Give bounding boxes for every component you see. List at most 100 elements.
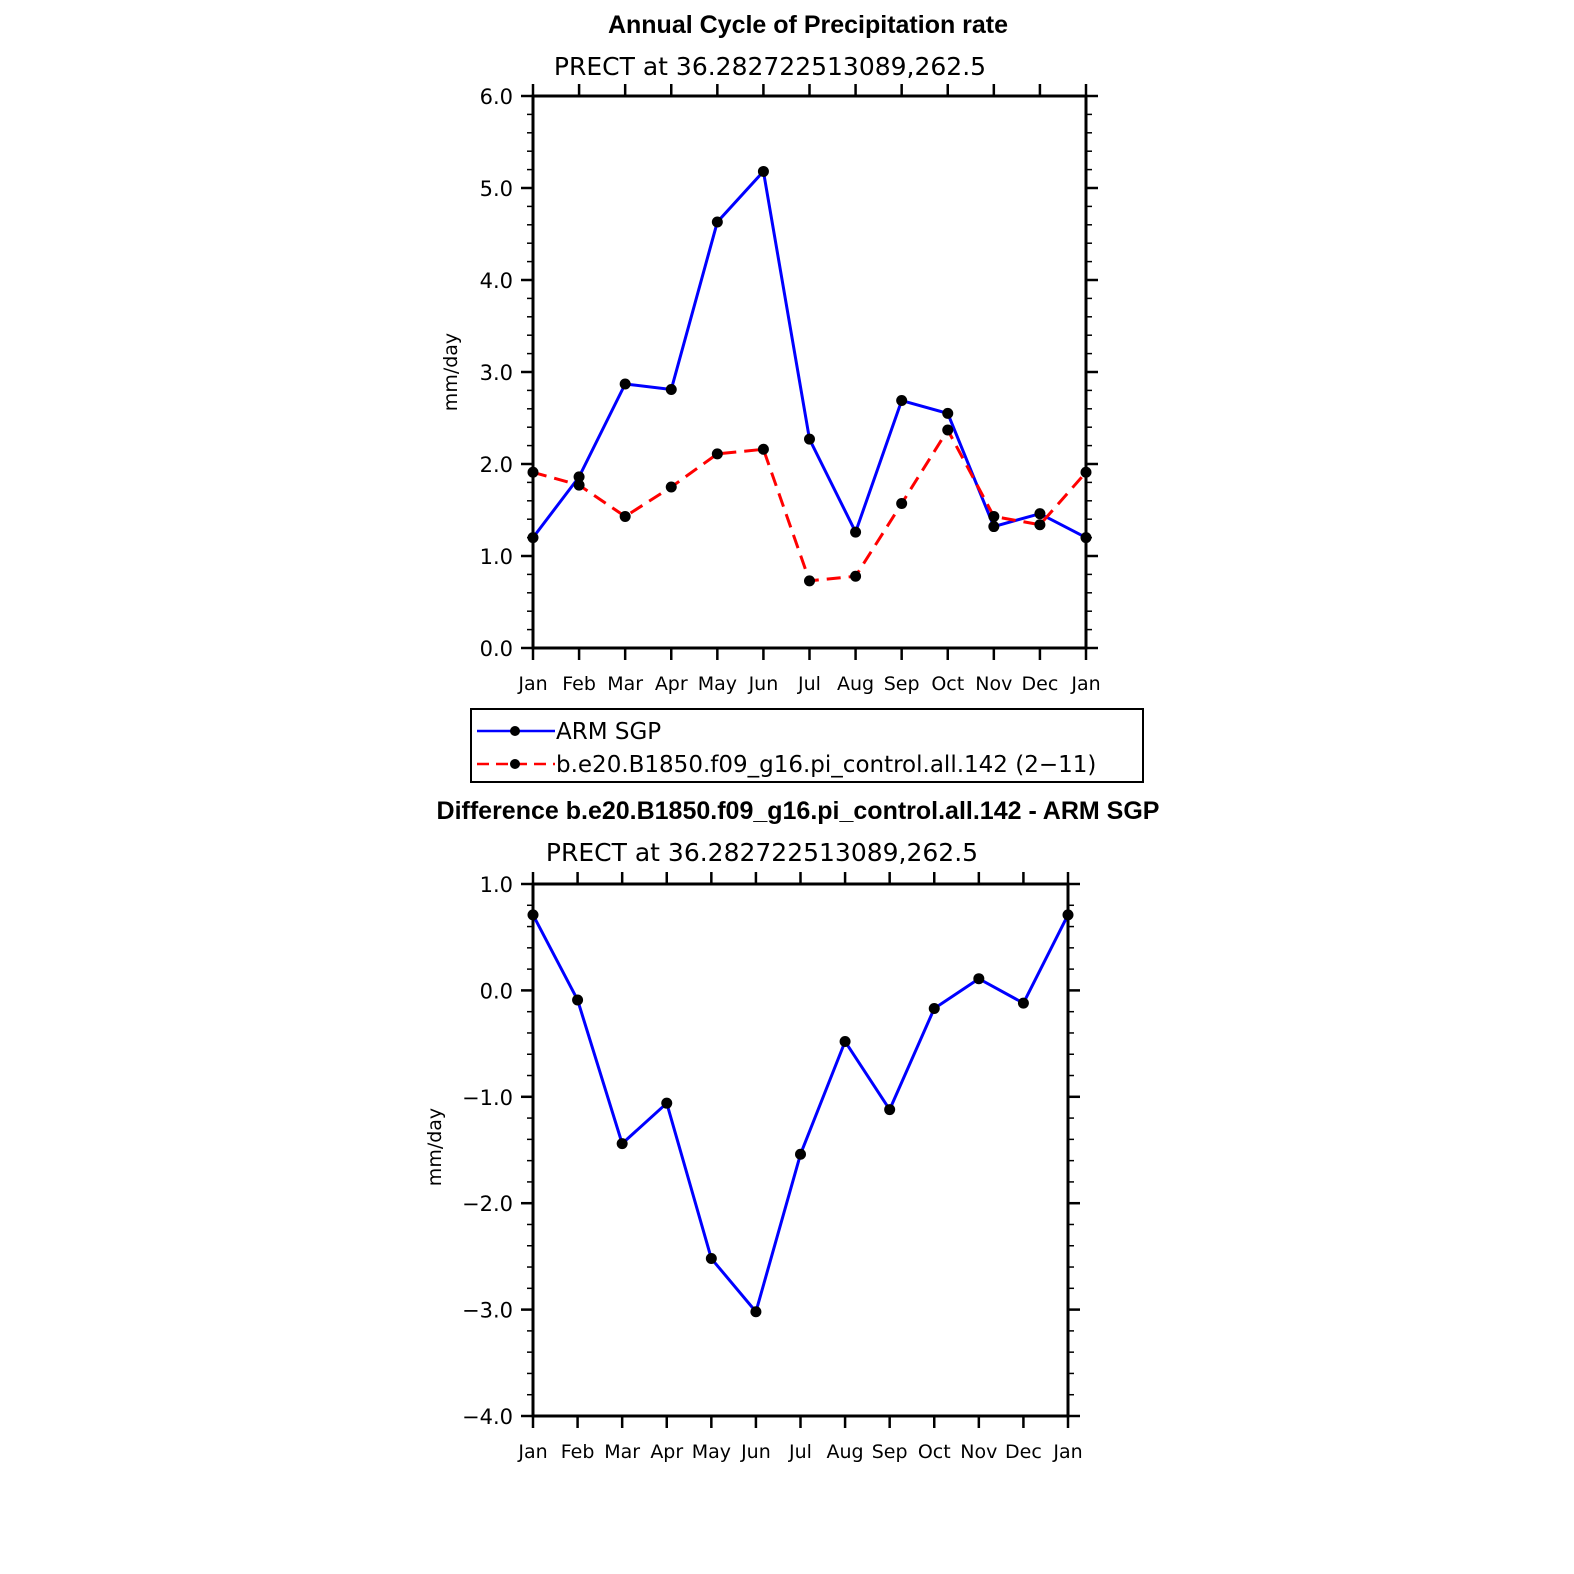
data-point (942, 424, 954, 436)
x-tick-label: Jan (517, 1441, 547, 1463)
y-tick-label: −3.0 (462, 1299, 513, 1323)
difference-chart: Difference b.e20.B1850.f09_g16.pi_contro… (424, 797, 1159, 1463)
x-tick-label: Dec (1005, 1441, 1042, 1463)
y-tick-label: 4.0 (480, 269, 513, 293)
data-point (804, 575, 815, 587)
legend-marker-arm-sgp (510, 726, 520, 736)
x-tick-label: Mar (604, 1441, 640, 1463)
y-tick-label: 0.0 (480, 979, 513, 1003)
data-point (711, 448, 723, 460)
y-tick-label: 0.0 (480, 637, 513, 661)
annual-cycle-chart: Annual Cycle of Precipitation rate PRECT… (440, 11, 1101, 695)
data-point (795, 1148, 806, 1160)
series-line-1 (532, 426, 1088, 583)
x-tick-label: Feb (562, 673, 596, 695)
data-point (711, 216, 723, 228)
data-point (973, 973, 985, 985)
data-point (942, 407, 954, 419)
data-point (928, 1002, 940, 1014)
data-point (1062, 909, 1074, 921)
legend-label-arm-sgp: ARM SGP (556, 719, 661, 745)
data-point (896, 498, 908, 510)
x-tick-label: Jul (797, 673, 821, 695)
x-tick-label: Apr (650, 1441, 683, 1463)
y-tick-label: 1.0 (480, 545, 513, 569)
x-tick-label: Aug (837, 673, 874, 695)
y-axis-label: mm/day (424, 1108, 446, 1186)
x-tick-label: May (692, 1441, 731, 1463)
y-tick-label: −1.0 (462, 1086, 513, 1110)
data-point (1034, 519, 1046, 531)
data-point (527, 909, 539, 921)
data-point (1017, 997, 1029, 1009)
y-tick-label: 5.0 (480, 177, 513, 201)
chart-title: Annual Cycle of Precipitation rate (608, 11, 1008, 39)
x-tick-label: Feb (561, 1441, 595, 1463)
x-tick-label: Oct (931, 673, 964, 695)
data-point (619, 378, 631, 390)
chart-title: Difference b.e20.B1850.f09_g16.pi_contro… (437, 797, 1160, 825)
data-point (616, 1138, 628, 1150)
x-tick-label: Sep (884, 673, 920, 695)
plot-frame (531, 94, 1088, 650)
data-point (619, 510, 631, 522)
legend-marker-model (510, 759, 520, 769)
data-point (573, 479, 585, 491)
series-group (527, 165, 1092, 587)
x-tick-label: Jun (748, 673, 779, 695)
data-point (1034, 508, 1046, 520)
x-tick-label: May (698, 673, 737, 695)
data-point (757, 443, 769, 455)
data-point (850, 570, 862, 582)
y-axis: 0.0 1.0 2.0 3.0 4.0 5.0 6.0 (480, 85, 1098, 661)
y-tick-label: 1.0 (480, 873, 513, 897)
data-point (573, 471, 585, 483)
x-tick-label: Sep (872, 1441, 908, 1463)
x-tick-label: Jan (517, 673, 547, 695)
y-tick-label: 2.0 (480, 453, 513, 477)
y-tick-label: −4.0 (462, 1405, 513, 1429)
data-point (665, 481, 677, 493)
x-tick-label: Oct (918, 1441, 951, 1463)
data-point (896, 395, 908, 407)
x-axis: Jan Feb Mar Apr May Jun Jul Aug Sep Oct Nov Dec Jan (517, 872, 1083, 1463)
series-line-0 (531, 914, 1070, 1315)
data-point (705, 1253, 717, 1265)
data-point (661, 1097, 673, 1109)
data-point (665, 383, 677, 395)
x-tick-label: Jan (1070, 673, 1100, 695)
series-line-0 (531, 168, 1087, 539)
x-tick-label: Aug (827, 1441, 864, 1463)
series-group (527, 909, 1074, 1318)
chart-subtitle: PRECT at 36.282722513089,262.5 (546, 838, 978, 867)
legend-label-model: b.e20.B1850.f09_g16.pi_control.all.142 (… (556, 752, 1096, 778)
y-tick-label: 3.0 (480, 361, 513, 385)
chart-subtitle: PRECT at 36.282722513089,262.5 (554, 52, 986, 81)
y-tick-label: −2.0 (462, 1192, 513, 1216)
data-point (750, 1306, 762, 1318)
data-point (1080, 466, 1092, 478)
y-axis-label: mm/day (440, 333, 462, 411)
data-point (839, 1035, 851, 1047)
x-axis: Jan Feb Mar Apr May Jun Jul Aug Sep Oct Nov Dec Jan (517, 84, 1101, 695)
data-point (988, 510, 1000, 522)
y-tick-label: 6.0 (480, 85, 513, 109)
x-tick-label: Jun (740, 1441, 771, 1463)
y-axis: −4.0 −3.0 −2.0 −1.0 0.0 1.0 (462, 873, 1080, 1429)
x-tick-label: Nov (960, 1441, 997, 1463)
data-point (988, 521, 1000, 533)
x-tick-label: Dec (1022, 673, 1059, 695)
x-tick-label: Apr (655, 673, 688, 695)
x-tick-label: Mar (607, 673, 643, 695)
x-tick-label: Jul (788, 1441, 812, 1463)
legend: ARM SGP b.e20.B1850.f09_g16.pi_control.a… (470, 708, 1144, 783)
data-point (1080, 532, 1092, 544)
data-point (884, 1104, 896, 1116)
legend-box (470, 708, 1144, 783)
data-point (804, 433, 815, 445)
data-point (850, 526, 862, 538)
data-point (757, 165, 769, 177)
data-point (527, 532, 539, 544)
x-tick-label: Nov (975, 673, 1012, 695)
